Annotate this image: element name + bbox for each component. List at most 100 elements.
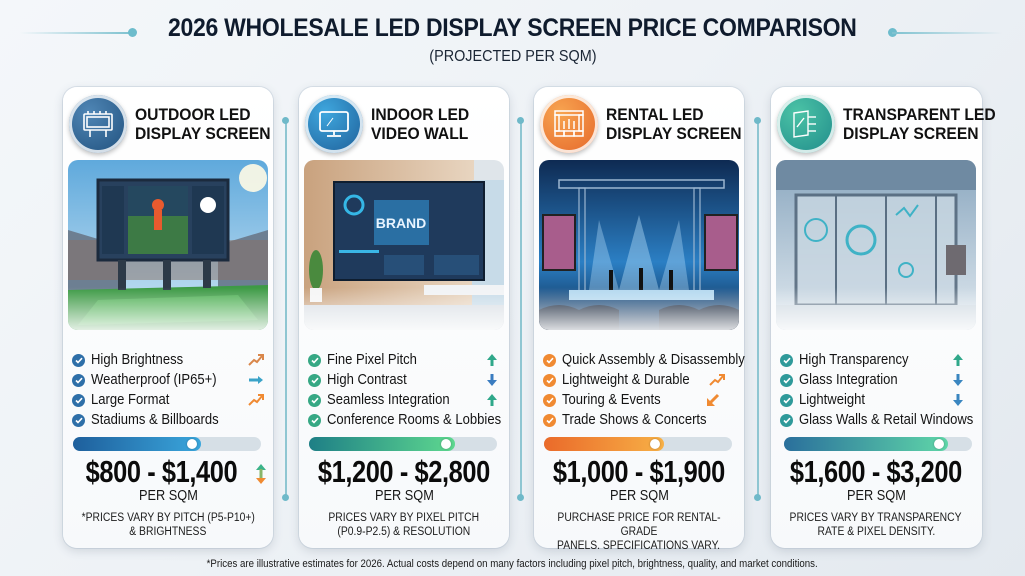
- feature-item: Weatherproof (IP65+): [72, 370, 268, 390]
- check-icon: [308, 393, 321, 407]
- price-level-knob: [187, 439, 197, 449]
- price-unit: PER SQM: [609, 488, 669, 504]
- feature-item: Lightweight: [780, 390, 976, 410]
- feature-item: Large Format: [72, 390, 268, 410]
- header-decor-dot-left: [128, 28, 137, 37]
- price-level-fill: [309, 437, 455, 451]
- check-icon: [543, 373, 556, 387]
- connector-line-1: [285, 120, 287, 497]
- trend-up-icon: [248, 354, 264, 366]
- feature-list: Fine Pixel Pitch High Contrast Seamless …: [308, 350, 504, 430]
- arrow-up-icon: [487, 354, 497, 366]
- feature-item: Stadiums & Billboards: [72, 410, 268, 430]
- price-note: *PRICES VARY BY PITCH (P5-P10+) & BRIGHT…: [81, 512, 255, 538]
- arrow-down-icon: [487, 374, 497, 386]
- price-level-fill: [544, 437, 664, 451]
- up-down-arrow-icon: [256, 463, 267, 484]
- card-outdoor-led: OUTDOOR LED DISPLAY SCREEN: [63, 87, 273, 548]
- price-level-bar: [544, 437, 732, 451]
- footer-disclaimer: *Prices are illustrative estimates for 2…: [206, 558, 819, 570]
- price-range: $1,600 - $3,200: [790, 454, 962, 489]
- glass-panel-icon: [777, 95, 835, 153]
- card-header: RENTAL LED DISPLAY SCREEN: [540, 95, 742, 157]
- price-range: $1,000 - $1,900: [553, 454, 725, 489]
- check-icon: [780, 393, 793, 407]
- connector-dot: [754, 117, 761, 124]
- connector-dot: [517, 117, 524, 124]
- feature-item: Trade Shows & Concerts: [543, 410, 739, 430]
- monitor-icon: [305, 95, 363, 153]
- conference-video-wall-image: BRAND: [304, 160, 504, 330]
- card-header: INDOOR LED VIDEO WALL: [305, 95, 505, 157]
- check-icon: [72, 373, 85, 387]
- price-unit: PER SQM: [138, 488, 198, 504]
- card-transparent-led: TRANSPARENT LED DISPLAY SCREEN: [771, 87, 996, 548]
- price-note: PRICES VARY BY TRANSPARENCY RATE & PIXEL…: [790, 512, 962, 538]
- card-title: RENTAL LED DISPLAY SCREEN: [606, 105, 742, 143]
- check-icon: [308, 373, 321, 387]
- feature-item: Glass Walls & Retail Windows: [780, 410, 976, 430]
- check-icon: [72, 413, 85, 427]
- price-level-bar: [73, 437, 261, 451]
- feature-item: High Contrast: [308, 370, 504, 390]
- feature-list: High Brightness Weatherproof (IP65+) Lar…: [72, 350, 268, 430]
- price-level-knob: [441, 439, 451, 449]
- price-unit: PER SQM: [374, 488, 434, 504]
- card-title: OUTDOOR LED DISPLAY SCREEN: [135, 105, 271, 143]
- feature-list: Quick Assembly & Disassembly Lightweight…: [543, 350, 745, 430]
- connector-dot: [282, 117, 289, 124]
- price-unit: PER SQM: [846, 488, 906, 504]
- check-icon: [543, 413, 556, 427]
- card-header: OUTDOOR LED DISPLAY SCREEN: [69, 95, 271, 157]
- card-title: TRANSPARENT LED DISPLAY SCREEN: [843, 105, 996, 143]
- feature-item: High Transparency: [780, 350, 976, 370]
- arrow-down-left-icon: [707, 393, 720, 406]
- page-header: 2026 WHOLESALE LED DISPLAY SCREEN PRICE …: [0, 14, 1025, 66]
- header-decor-line-left: [20, 32, 130, 34]
- arrow-down-icon: [953, 374, 963, 386]
- card-title: INDOOR LED VIDEO WALL: [371, 105, 470, 143]
- check-icon: [72, 393, 85, 407]
- check-icon: [72, 353, 85, 367]
- retail-storefront-image: [776, 160, 976, 330]
- card-indoor-led: INDOOR LED VIDEO WALL BRAND: [299, 87, 509, 548]
- check-icon: [543, 353, 556, 367]
- concert-stage-image: [539, 160, 739, 330]
- connector-dot: [282, 494, 289, 501]
- connector-line-3: [757, 120, 759, 497]
- connector-dot: [754, 494, 761, 501]
- connector-dot: [517, 494, 524, 501]
- connector-line-2: [520, 120, 522, 497]
- arrow-up-icon: [487, 394, 497, 406]
- stadium-billboard-image: [68, 160, 268, 330]
- feature-item: Glass Integration: [780, 370, 976, 390]
- stage-truss-icon: [540, 95, 598, 153]
- check-icon: [780, 413, 793, 427]
- page-title: 2026 WHOLESALE LED DISPLAY SCREEN PRICE …: [168, 14, 857, 42]
- page-subtitle: (PROJECTED PER SQM): [428, 48, 597, 65]
- feature-item: Conference Rooms & Lobbies: [308, 410, 504, 430]
- feature-item: Touring & Events: [543, 390, 739, 410]
- card-rental-led: RENTAL LED DISPLAY SCREEN: [534, 87, 745, 552]
- price-range: $800 - $1,400: [63, 454, 273, 490]
- check-icon: [308, 413, 321, 427]
- arrow-up-icon: [953, 354, 963, 366]
- feature-item: Lightweight & Durable: [543, 370, 739, 390]
- check-icon: [543, 393, 556, 407]
- price-level-bar: [309, 437, 497, 451]
- arrow-right-icon: [249, 376, 263, 384]
- billboard-icon: [69, 95, 127, 153]
- price-level-fill: [784, 437, 948, 451]
- header-decor-line-right: [892, 32, 1002, 34]
- check-icon: [308, 353, 321, 367]
- price-note: PRICES VARY BY PIXEL PITCH (P0.9-P2.5) &…: [328, 512, 480, 538]
- feature-list: High Transparency Glass Integration Ligh…: [780, 350, 976, 430]
- feature-item: Seamless Integration: [308, 390, 504, 410]
- check-icon: [780, 373, 793, 387]
- card-header: TRANSPARENT LED DISPLAY SCREEN: [777, 95, 996, 157]
- feature-item: Quick Assembly & Disassembly: [543, 350, 745, 370]
- trend-up-icon: [709, 374, 725, 386]
- check-icon: [780, 353, 793, 367]
- price-level-knob: [650, 439, 660, 449]
- feature-item: High Brightness: [72, 350, 268, 370]
